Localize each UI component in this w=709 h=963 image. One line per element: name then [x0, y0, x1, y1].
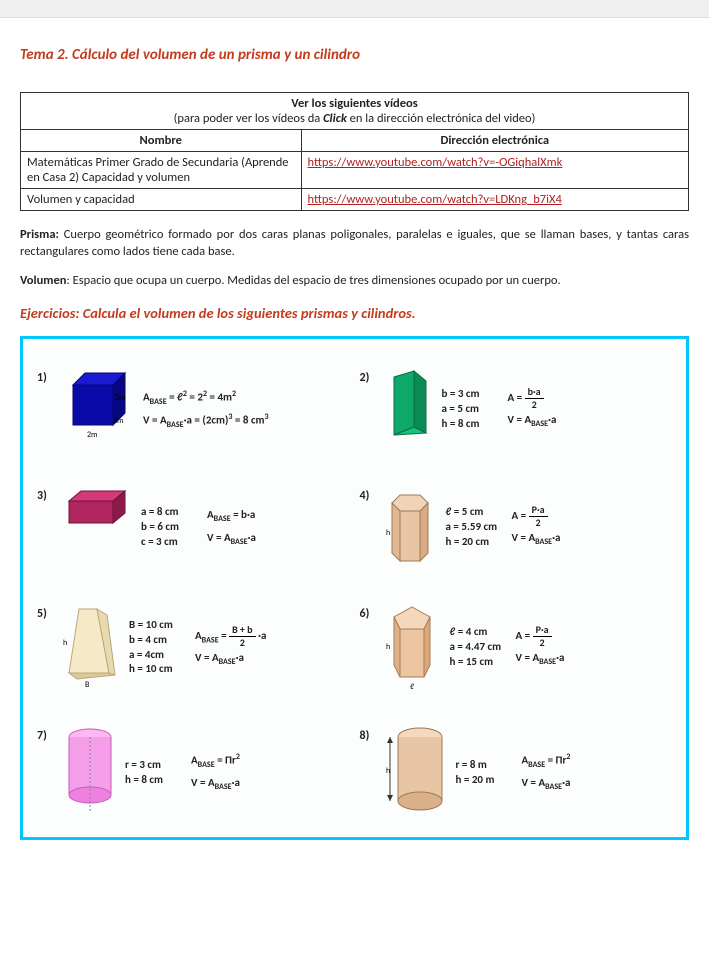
- shape-cube: 2m 2m 2m: [63, 365, 135, 445]
- exercise-5: 5) h B B = 10 cm b = 4 cm a = 4cm h = 10…: [37, 601, 350, 695]
- exercise-number: 2): [360, 365, 378, 385]
- exercises-title: Ejercicios: Calcula el volumen de los si…: [20, 304, 689, 322]
- table-row: Matemáticas Primer Grado de Secundaria (…: [21, 152, 689, 189]
- dimensions: B = 10 cm b = 4 cm a = 4cm h = 10 cm: [129, 618, 187, 677]
- svg-text:2m: 2m: [87, 430, 97, 440]
- exercises-grid: 1) 2m 2m 2m ABASE = ℓ2 = 22 = 4m2 V = AB…: [37, 365, 672, 823]
- exercise-number: 7): [37, 723, 55, 743]
- svg-text:ℓ: ℓ: [410, 682, 414, 692]
- dimensions: ℓ = 4 cm a = 4.47 cm h = 15 cm: [450, 625, 508, 670]
- exercise-3: 3) a = 8 cm b = 6 cm c = 3 cm ABASE = b·…: [37, 483, 350, 573]
- video-name: Volumen y capacidad: [21, 189, 302, 211]
- col-header-name: Nombre: [21, 130, 302, 152]
- svg-text:B: B: [85, 680, 90, 690]
- dimensions: ℓ = 5 cm a = 5.59 cm h = 20 cm: [446, 505, 504, 550]
- dimensions: r = 8 m h = 20 m: [456, 758, 514, 788]
- col-header-url: Dirección electrónica: [301, 130, 688, 152]
- exercise-2: 2) b = 3 cm a = 5 cm h = 8 cm A = b·a2 V…: [360, 365, 673, 455]
- shape-cylinder: h: [386, 723, 448, 823]
- exercise-1: 1) 2m 2m 2m ABASE = ℓ2 = 22 = 4m2 V = AB…: [37, 365, 350, 455]
- exercise-number: 5): [37, 601, 55, 621]
- exercise-number: 4): [360, 483, 378, 503]
- formula: ABASE = Πr2 V = ABASE·a: [522, 750, 571, 795]
- svg-text:h: h: [63, 638, 67, 648]
- svg-text:h: h: [386, 642, 390, 652]
- table-header-note: (para poder ver los vídeos da Click en l…: [174, 111, 536, 126]
- formula: ABASE = b·a V = ABASE·a: [207, 505, 256, 550]
- svg-text:h: h: [386, 528, 390, 538]
- exercises-frame: 1) 2m 2m 2m ABASE = ℓ2 = 22 = 4m2 V = AB…: [20, 336, 689, 840]
- videos-table: Ver los siguientes vídeos (para poder ve…: [20, 92, 689, 211]
- exercise-6: 6) h ℓ ℓ = 4 cm a = 4.47 cm h = 15 cm: [360, 601, 673, 695]
- shape-pent-prism: h ℓ: [386, 601, 442, 695]
- header-bar: [0, 0, 709, 18]
- formula: A = b·a2 V = ABASE·a: [508, 387, 557, 432]
- definition-volumen: Volumen: Espacio que ocupa un cuerpo. Me…: [20, 273, 689, 290]
- definition-prisma: Prisma: Cuerpo geométrico formado por do…: [20, 227, 689, 261]
- table-header: Ver los siguientes vídeos (para poder ve…: [21, 93, 689, 130]
- formula: ABASE = ℓ2 = 22 = 4m2 V = ABASE·a = (2cm…: [143, 387, 269, 433]
- page-title: Tema 2. Cálculo del volumen de un prisma…: [20, 46, 689, 64]
- svg-text:2m: 2m: [115, 393, 125, 403]
- shape-trap-prism: h B: [63, 601, 121, 691]
- exercise-number: 3): [37, 483, 55, 503]
- exercise-number: 8): [360, 723, 378, 743]
- formula: A = P·a2 V = ABASE·a: [516, 625, 565, 670]
- shape-cylinder: [63, 723, 117, 815]
- exercise-number: 6): [360, 601, 378, 621]
- shape-tri-prism: [386, 365, 434, 445]
- table-header-main: Ver los siguientes vídeos: [291, 96, 418, 111]
- shape-rect-prism: [63, 483, 133, 533]
- exercise-4: 4) h ℓ = 5 cm a = 5.59 cm h = 20 cm: [360, 483, 673, 573]
- exercise-7: 7) r = 3 cm h = 8 cm ABAS: [37, 723, 350, 823]
- svg-text:2m: 2m: [113, 416, 123, 426]
- formula: ABASE = B + b2 ·a V = ABASE·a: [195, 625, 266, 671]
- shape-hex-prism: h: [386, 483, 438, 573]
- svg-text:h: h: [386, 766, 390, 776]
- video-link[interactable]: https://www.youtube.com/watch?v=-OGiqhal…: [308, 155, 563, 170]
- formula: A = P·a2 V = ABASE·a: [512, 505, 561, 550]
- exercise-8: 8) h r = 8 m h: [360, 723, 673, 823]
- formula: ABASE = Πr2 V = ABASE·a: [191, 750, 240, 795]
- dimensions: a = 8 cm b = 6 cm c = 3 cm: [141, 505, 199, 550]
- table-row: Volumen y capacidad https://www.youtube.…: [21, 189, 689, 211]
- dimensions: r = 3 cm h = 8 cm: [125, 758, 183, 788]
- exercise-number: 1): [37, 365, 55, 385]
- document-page: Tema 2. Cálculo del volumen de un prisma…: [0, 18, 709, 860]
- dimensions: b = 3 cm a = 5 cm h = 8 cm: [442, 387, 500, 432]
- video-name: Matemáticas Primer Grado de Secundaria (…: [21, 152, 302, 189]
- video-link[interactable]: https://www.youtube.com/watch?v=LDKng_b7…: [308, 192, 562, 207]
